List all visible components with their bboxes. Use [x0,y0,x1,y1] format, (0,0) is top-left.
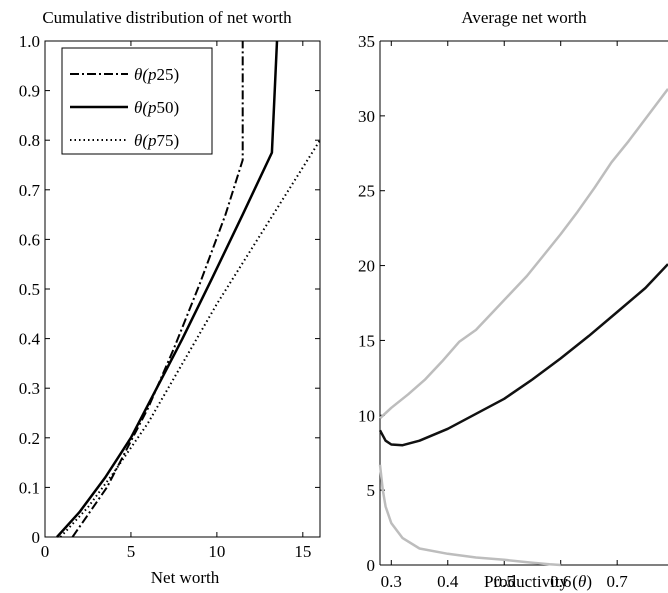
left-x-axis-label: Net worth [151,568,220,587]
right-chart-title: Average net worth [461,8,587,27]
legend-label-0: θ(p25) [134,65,179,84]
right-x-tick-label-0: 0.3 [381,572,402,591]
legend: θ(p25) θ(p50) θ(p75) [61,47,213,155]
right-series-lines [378,88,668,567]
left-y-tick-label-5: 0.5 [19,280,40,299]
left-y-ticks: 0 0.1 0.2 0.3 0.4 0.5 0.6 0.7 0.8 0.9 1.0 [19,32,320,547]
right-x-ticks: 0.3 0.4 0.5 0.6 0.7 [381,41,629,591]
right-x-tick-label-1: 0.4 [437,572,459,591]
left-x-tick-label-0: 0 [41,542,50,561]
right-panel: Average net worth 0.3 0.4 0.5 0.6 0.7 0 5 10 15… [358,8,668,591]
left-y-tick-label-1: 0.1 [19,478,40,497]
left-x-ticks: 0 5 10 15 [41,41,311,561]
legend-items: θ(p25) θ(p50) θ(p75) [70,65,179,150]
right-series-line-1 [378,263,668,447]
left-y-tick-label-10: 1.0 [19,32,40,51]
right-y-tick-label-2: 10 [358,406,375,425]
right-y-tick-label-3: 15 [358,331,375,350]
left-y-tick-label-0: 0 [32,528,41,547]
left-y-tick-label-9: 0.9 [19,82,40,101]
right-y-tick-label-6: 30 [358,107,375,126]
left-y-tick-label-2: 0.2 [19,429,40,448]
right-y-tick-label-7: 35 [358,32,375,51]
left-x-tick-label-3: 15 [294,542,311,561]
right-x-tick-label-2: 0.5 [494,572,515,591]
left-y-tick-label-6: 0.6 [19,230,40,249]
right-series-line-2 [378,464,561,567]
right-plot-frame [379,40,668,566]
right-x-tick-label-4: 0.7 [607,572,629,591]
right-y-tick-label-0: 0 [367,556,376,575]
left-series-line-2 [59,139,321,538]
left-y-tick-label-3: 0.3 [19,379,40,398]
legend-label-1: θ(p50) [134,98,179,117]
legend-label-2: θ(p75) [134,131,179,150]
right-y-tick-label-4: 20 [358,257,375,276]
left-chart-title: Cumulative distribution of net worth [42,8,292,27]
right-y-tick-label-5: 25 [358,182,375,201]
right-series-line-0 [379,88,668,420]
right-y-ticks: 0 5 10 15 20 25 30 35 [358,32,385,575]
left-panel: Cumulative distribution of net worth 0 5 1… [19,8,321,587]
right-y-tick-label-1: 5 [367,481,376,500]
legend-box [61,47,213,155]
left-y-tick-label-4: 0.4 [19,330,41,349]
left-series-lines [56,40,321,538]
left-y-tick-label-8: 0.8 [19,131,40,150]
left-x-tick-label-1: 5 [127,542,136,561]
left-y-tick-label-7: 0.7 [19,181,41,200]
left-series-line-1 [56,40,279,538]
right-x-tick-label-3: 0.6 [550,572,571,591]
left-x-tick-label-2: 10 [208,542,225,561]
right-x-axis-label: Productivity (θ) [484,572,592,591]
